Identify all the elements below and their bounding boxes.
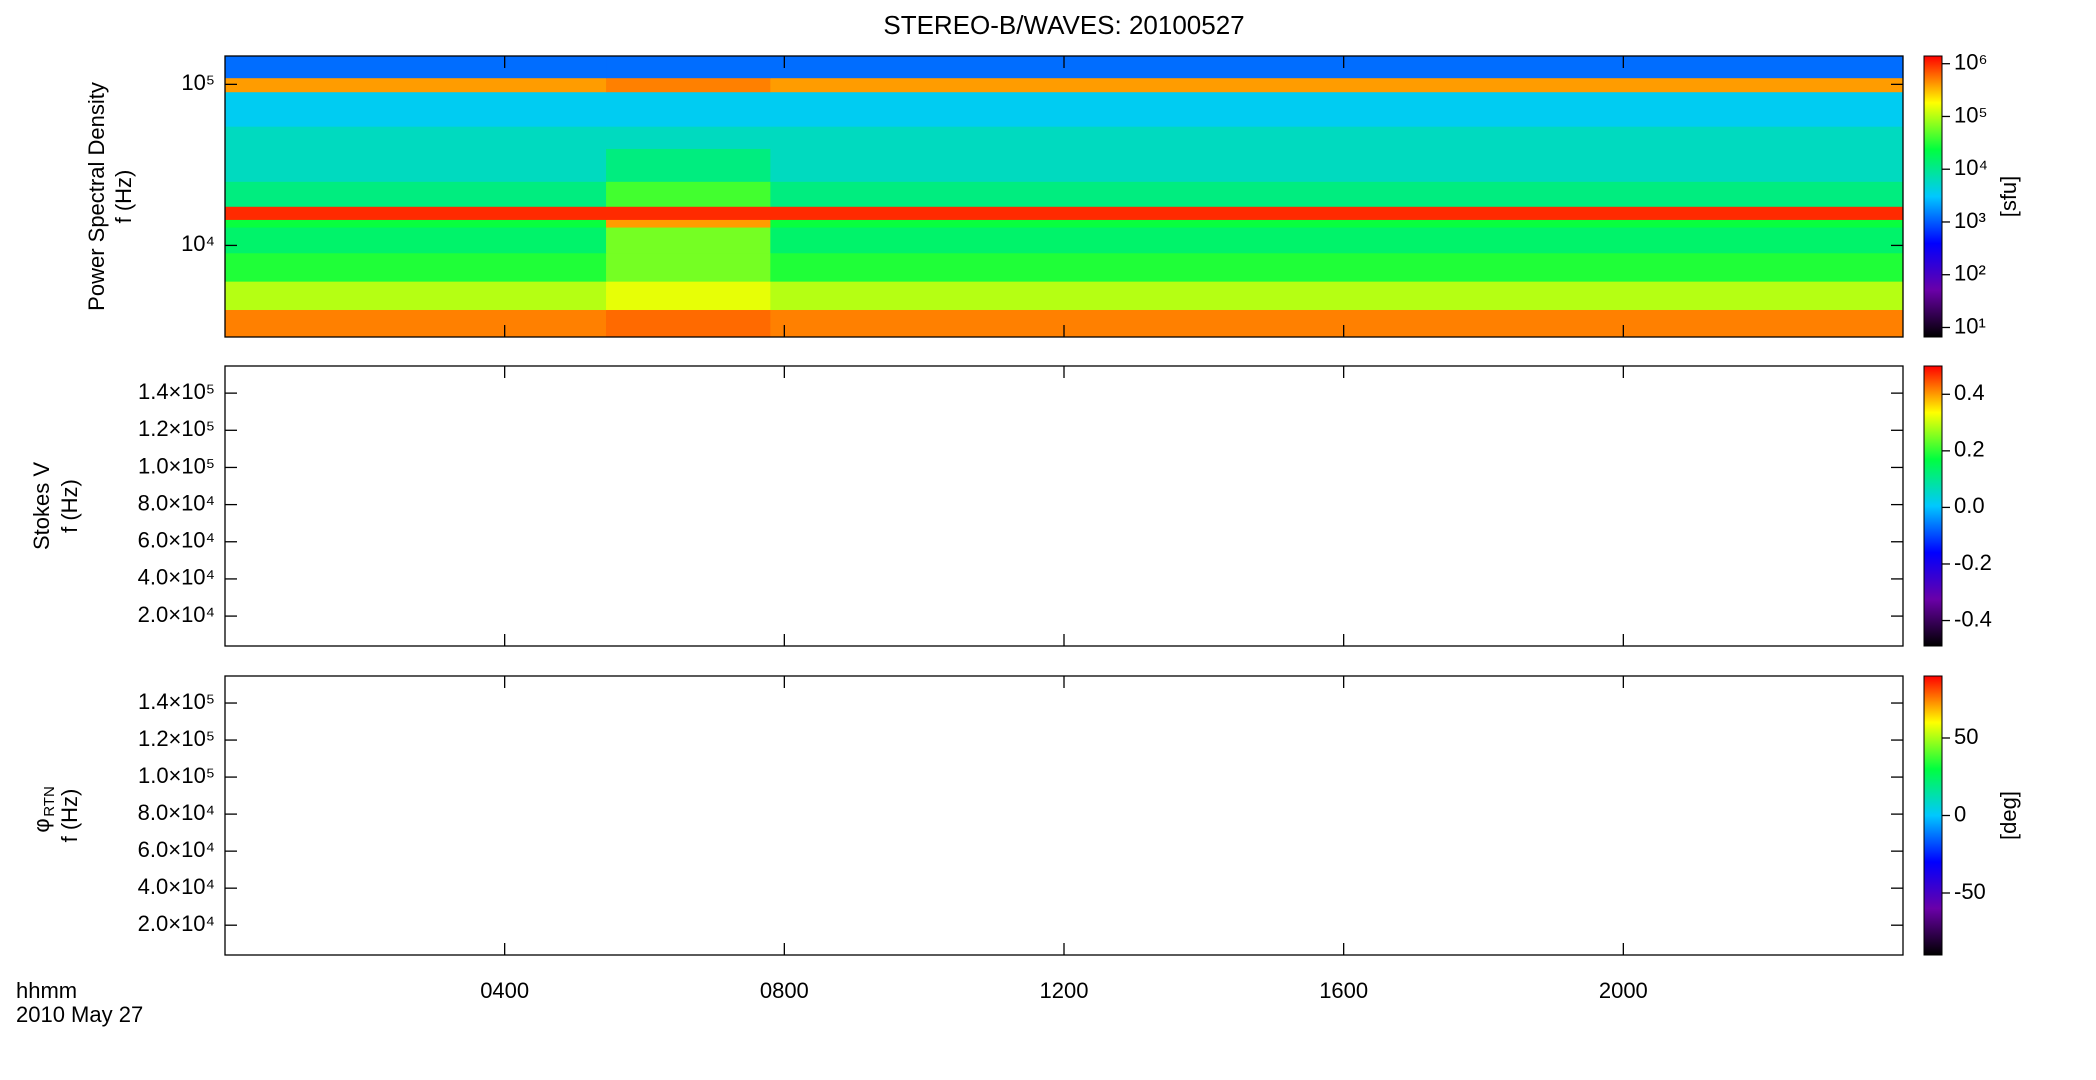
colorbar-label: [deg]	[1996, 791, 2021, 840]
y-tick-label: 1.0×10⁵	[138, 453, 215, 478]
y-tick-label: 6.0×10⁴	[138, 528, 215, 553]
y-axis-label: f (Hz)	[57, 479, 82, 533]
heatmap-cell	[770, 309, 1904, 338]
colorbar-tick-label: 10⁴	[1954, 155, 1988, 180]
y-tick-label: 1.4×10⁵	[138, 689, 215, 714]
colorbar-tick-label: 0.2	[1954, 437, 1985, 462]
x-axis-label: hhmm	[16, 978, 77, 1003]
heatmap-cell	[225, 181, 607, 207]
heatmap-cell	[606, 309, 771, 338]
heatmap-cell	[770, 148, 1904, 182]
colorbar-tick-label: 50	[1954, 724, 1978, 749]
y-tick-label: 2.0×10⁴	[138, 911, 215, 936]
x-tick-label: 1600	[1319, 978, 1368, 1003]
colorbar	[1923, 675, 1943, 956]
colorbar	[1923, 55, 1943, 338]
heatmap-cell	[770, 56, 1904, 79]
colorbar-tick-label: 0.4	[1954, 380, 1985, 405]
heatmap-cell	[606, 126, 771, 149]
y-axis-label: Power Spectral Density	[84, 82, 109, 311]
heatmap-cell	[770, 219, 1904, 228]
heatmap-cell	[225, 309, 607, 338]
heatmap-cell	[225, 252, 607, 282]
heatmap-cell	[225, 227, 607, 254]
y-axis-label: f (Hz)	[111, 170, 136, 224]
plot-frame	[224, 675, 1904, 956]
y-tick-label: 10⁴	[181, 231, 215, 256]
colorbar-tick-label: 10⁶	[1954, 50, 1988, 75]
heatmap-cell	[225, 91, 607, 127]
plot-frame	[224, 365, 1904, 647]
y-axis-label-subscript: RTN	[41, 786, 58, 817]
heatmap-cell	[225, 206, 607, 220]
y-tick-label: 8.0×10⁴	[138, 490, 215, 515]
heatmap-cell	[606, 56, 771, 79]
heatmap-cell	[606, 227, 771, 254]
colorbar-tick-label: -0.2	[1954, 550, 1992, 575]
y-tick-label: 1.4×10⁵	[138, 379, 215, 404]
heatmap-cell	[770, 126, 1904, 149]
x-tick-label: 2000	[1599, 978, 1648, 1003]
heatmap-cell	[606, 77, 771, 93]
heatmap-cell	[606, 252, 771, 282]
x-tick-label: 1200	[1040, 978, 1089, 1003]
heatmap-cell	[606, 206, 771, 220]
heatmap-cell	[770, 77, 1904, 93]
y-axis-label: φ	[29, 818, 54, 832]
heatmap-cell	[770, 227, 1904, 254]
heatmap-cell	[770, 91, 1904, 127]
y-tick-label: 6.0×10⁴	[138, 837, 215, 862]
heatmap-cell	[606, 281, 771, 311]
x-tick-label: 0400	[480, 978, 529, 1003]
y-tick-label: 10⁵	[181, 70, 215, 95]
heatmap-cell	[606, 148, 771, 182]
heatmap-cell	[606, 219, 771, 228]
heatmap-cell	[770, 206, 1904, 220]
colorbar-tick-label: 10⁵	[1954, 102, 1988, 127]
y-tick-label: 4.0×10⁴	[138, 874, 215, 899]
chart-title: STEREO-B/WAVES: 20100527	[883, 10, 1244, 40]
colorbar-tick-label: 10²	[1954, 261, 1986, 286]
heatmap-cell	[606, 181, 771, 207]
y-tick-label: 1.2×10⁵	[138, 726, 215, 751]
x-axis-label: 2010 May 27	[16, 1002, 143, 1027]
colorbar-tick-label: 0.0	[1954, 493, 1985, 518]
y-tick-label: 1.0×10⁵	[138, 763, 215, 788]
y-tick-label: 4.0×10⁴	[138, 565, 215, 590]
colorbar-tick-label: -50	[1954, 879, 1986, 904]
y-tick-label: 1.2×10⁵	[138, 416, 215, 441]
y-axis-label: Stokes V	[29, 462, 54, 550]
y-tick-label: 8.0×10⁴	[138, 800, 215, 825]
colorbar-tick-label: 10¹	[1954, 313, 1986, 338]
heatmap-cell	[225, 56, 607, 79]
colorbar-label: [sfu]	[1996, 176, 2021, 218]
heatmap-cell	[225, 281, 607, 311]
heatmap-cell	[225, 219, 607, 228]
colorbar	[1923, 365, 1943, 647]
heatmap-cell	[770, 281, 1904, 311]
heatmap-cell	[225, 126, 607, 149]
colorbar-tick-label: 0	[1954, 801, 1966, 826]
heatmap-cell	[225, 77, 607, 93]
heatmap-cell	[770, 252, 1904, 282]
heatmap-cell	[225, 148, 607, 182]
heatmap-cell	[770, 181, 1904, 207]
x-tick-label: 0800	[760, 978, 809, 1003]
y-axis-label: f (Hz)	[57, 789, 82, 843]
y-tick-label: 2.0×10⁴	[138, 602, 215, 627]
colorbar-tick-label: 10³	[1954, 208, 1986, 233]
colorbar-tick-label: -0.4	[1954, 606, 1992, 631]
heatmap-cell	[606, 91, 771, 127]
